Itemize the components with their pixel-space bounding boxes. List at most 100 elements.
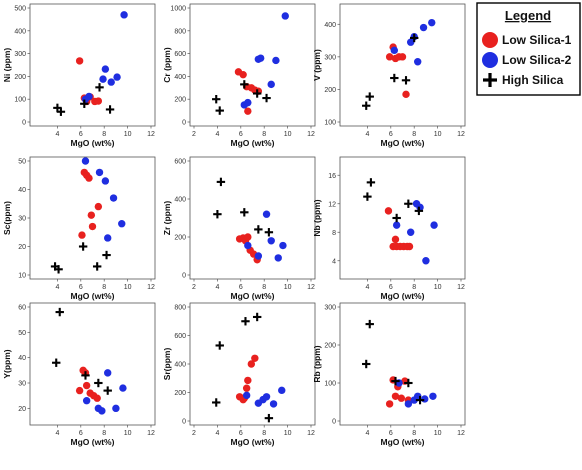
x-tick-label: 2 xyxy=(192,430,196,437)
legend-title: Legend xyxy=(505,8,551,23)
high-silica-point xyxy=(92,262,102,271)
high-silica-point xyxy=(254,225,263,234)
high-silica-point xyxy=(216,177,226,187)
plot-frame xyxy=(189,3,316,127)
x-axis-label: MgO (wt%) xyxy=(71,291,115,301)
y-tick-label: 0 xyxy=(182,120,186,127)
low-silica-2-point xyxy=(95,168,104,177)
x-tick-label: 6 xyxy=(239,284,243,291)
low-silica-1-point xyxy=(397,394,406,402)
low-silica-2-point xyxy=(85,92,93,101)
x-tick-label: 12 xyxy=(457,131,465,138)
y-tick-label: 200 xyxy=(324,343,336,350)
high-silica-point xyxy=(241,317,250,326)
high-silica-point xyxy=(213,210,222,219)
high-silica-point xyxy=(410,33,419,43)
legend: Legend Low Silica-1 Low Silica-2 High Sili… xyxy=(476,2,581,96)
x-tick-label: 8 xyxy=(262,430,266,437)
y-tick-label: 400 xyxy=(14,28,26,35)
high-silica-point xyxy=(94,378,103,388)
low-silica-2-point xyxy=(112,404,120,413)
x-tick-label: 8 xyxy=(102,284,106,291)
legend-circle-icon xyxy=(482,32,498,48)
low-silica-2-point xyxy=(118,220,126,228)
x-axis-label: MgO (wt%) xyxy=(381,437,425,447)
plot-frame xyxy=(29,3,156,127)
x-axis-label: MgO (wt%) xyxy=(231,291,275,301)
y-tick-label: 20 xyxy=(18,244,26,251)
low-silica-1-point xyxy=(87,211,96,219)
y-tick-label: 8 xyxy=(332,230,336,237)
x-tick-label: 10 xyxy=(124,131,132,138)
low-silica-1-point xyxy=(384,207,393,215)
x-tick-label: 4 xyxy=(215,284,219,291)
y-tick-label: 300 xyxy=(324,54,336,61)
low-silica-2-point xyxy=(81,157,90,165)
x-tick-label: 12 xyxy=(147,131,155,138)
low-silica-2-point xyxy=(262,210,271,218)
y-tick-label: 400 xyxy=(174,74,186,81)
x-tick-label: 4 xyxy=(365,284,369,291)
x-tick-label: 8 xyxy=(102,131,106,138)
y-tick-label: 800 xyxy=(174,305,186,312)
chart-panel-3: 4 6 8 10 12 100 200 300 400 MgO (wt%) V (ppm) xyxy=(312,3,466,148)
y-tick-label: 200 xyxy=(14,74,26,81)
x-axis-label: MgO (wt%) xyxy=(381,291,425,301)
low-silica-1-point xyxy=(244,376,252,385)
low-silica-1-point xyxy=(82,381,91,390)
low-silica-2-point xyxy=(109,194,118,202)
y-tick-label: 1000 xyxy=(170,6,186,13)
high-silica-point xyxy=(240,208,249,217)
x-tick-label: 10 xyxy=(124,284,132,291)
high-silica-point xyxy=(56,107,66,116)
y-tick-label: 300 xyxy=(324,305,336,312)
y-tick-label: 0 xyxy=(182,419,186,426)
y-tick-label: 100 xyxy=(324,120,336,127)
low-silica-2-point xyxy=(262,393,271,401)
x-tick-label: 6 xyxy=(239,131,243,138)
x-tick-label: 6 xyxy=(239,430,243,437)
chart-panel-2: 2 4 6 8 10 12 0 200 400 600 800 1000 MgO (wt%) Cr (pp… xyxy=(162,3,316,148)
x-tick-label: 6 xyxy=(389,284,393,291)
low-silica-2-point xyxy=(279,241,287,250)
high-silica-point xyxy=(391,376,400,386)
low-silica-2-point xyxy=(104,234,112,242)
high-silica-point xyxy=(264,413,274,423)
y-tick-label: 200 xyxy=(174,235,186,242)
y-axis-label: Rb (ppm) xyxy=(312,345,322,382)
low-silica-1-point xyxy=(405,242,414,251)
high-silica-point xyxy=(404,199,413,208)
y-tick-label: 500 xyxy=(14,6,26,13)
high-silica-point xyxy=(365,92,374,101)
plot-frame xyxy=(29,302,156,426)
y-tick-label: 600 xyxy=(174,333,186,340)
y-axis-label: Ni (ppm) xyxy=(2,48,12,83)
high-silica-point xyxy=(52,358,61,367)
legend-label: High Silica xyxy=(502,73,564,87)
low-silica-2-point xyxy=(113,73,121,81)
y-tick-label: 50 xyxy=(18,159,26,166)
high-silica-point xyxy=(78,242,88,251)
high-silica-point xyxy=(414,206,424,216)
high-silica-point xyxy=(103,386,112,395)
x-tick-label: 6 xyxy=(389,131,393,138)
high-silica-point xyxy=(365,319,374,329)
high-silica-point xyxy=(363,192,372,201)
y-tick-label: 0 xyxy=(22,120,26,127)
low-silica-2-point xyxy=(242,391,251,400)
high-silica-point xyxy=(264,228,274,237)
x-tick-label: 12 xyxy=(147,430,155,437)
y-tick-label: 400 xyxy=(174,197,186,204)
low-silica-2-point xyxy=(272,56,280,65)
low-silica-1-point xyxy=(78,231,86,239)
high-silica-point xyxy=(102,250,111,260)
low-silica-2-point xyxy=(406,38,415,46)
high-silica-point xyxy=(404,378,413,388)
high-silica-point xyxy=(252,89,262,98)
high-silica-point xyxy=(55,307,64,317)
y-axis-label: V (ppm) xyxy=(312,49,322,81)
low-silica-2-point xyxy=(274,254,282,262)
low-silica-1-point xyxy=(244,233,252,241)
legend-label: Low Silica-1 xyxy=(502,33,572,47)
